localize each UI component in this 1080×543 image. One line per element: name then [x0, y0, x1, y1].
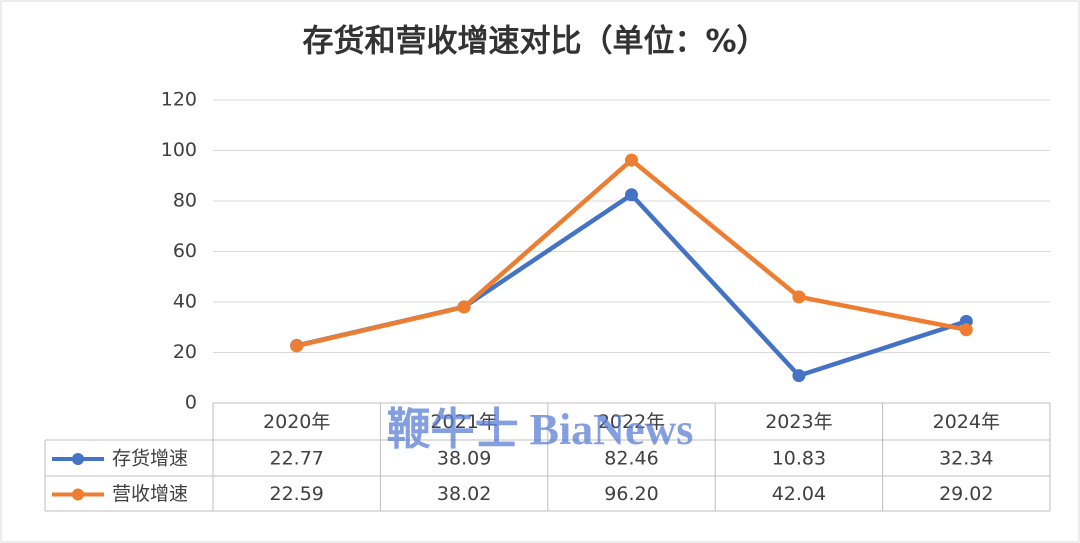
point — [457, 300, 471, 314]
point — [792, 290, 806, 304]
legend-marker — [72, 453, 84, 465]
y-tick-label: 60 — [173, 240, 197, 262]
y-tick-label: 80 — [173, 190, 197, 212]
y-tick-label: 120 — [161, 89, 197, 111]
table-value: 96.20 — [604, 483, 658, 505]
x-tick-label: 2022年 — [598, 411, 665, 433]
point — [625, 153, 638, 167]
table-value: 22.59 — [269, 483, 323, 505]
legend-marker — [72, 488, 84, 501]
watermark: 鞭牛士 BiaNews — [387, 405, 694, 454]
table-value: 82.46 — [604, 448, 658, 470]
y-tick-label: 40 — [173, 291, 197, 313]
table-value: 38.02 — [437, 483, 491, 505]
table-value: 42.04 — [772, 483, 826, 505]
y-tick-label: 100 — [161, 139, 197, 161]
x-tick-label: 2023年 — [765, 411, 832, 433]
point — [625, 188, 638, 202]
legend-label: 营收增速 — [112, 483, 188, 505]
table-value: 38.09 — [437, 448, 491, 470]
table-value: 10.83 — [772, 448, 826, 470]
table-value: 22.77 — [269, 448, 323, 470]
x-tick-label: 2024年 — [933, 411, 1000, 433]
point — [792, 369, 806, 383]
chart-title: 存货和营收增速对比（单位：%） — [302, 24, 767, 60]
table-value: 32.34 — [939, 448, 993, 470]
table-value: 29.02 — [939, 483, 993, 505]
point — [290, 339, 304, 353]
x-tick-label: 2020年 — [263, 411, 330, 433]
legend-label: 存货增速 — [112, 448, 188, 470]
point — [959, 323, 973, 337]
x-tick-label: 2021年 — [430, 411, 497, 433]
y-tick-label: 20 — [173, 341, 197, 363]
y-tick-label: 0 — [185, 392, 197, 414]
